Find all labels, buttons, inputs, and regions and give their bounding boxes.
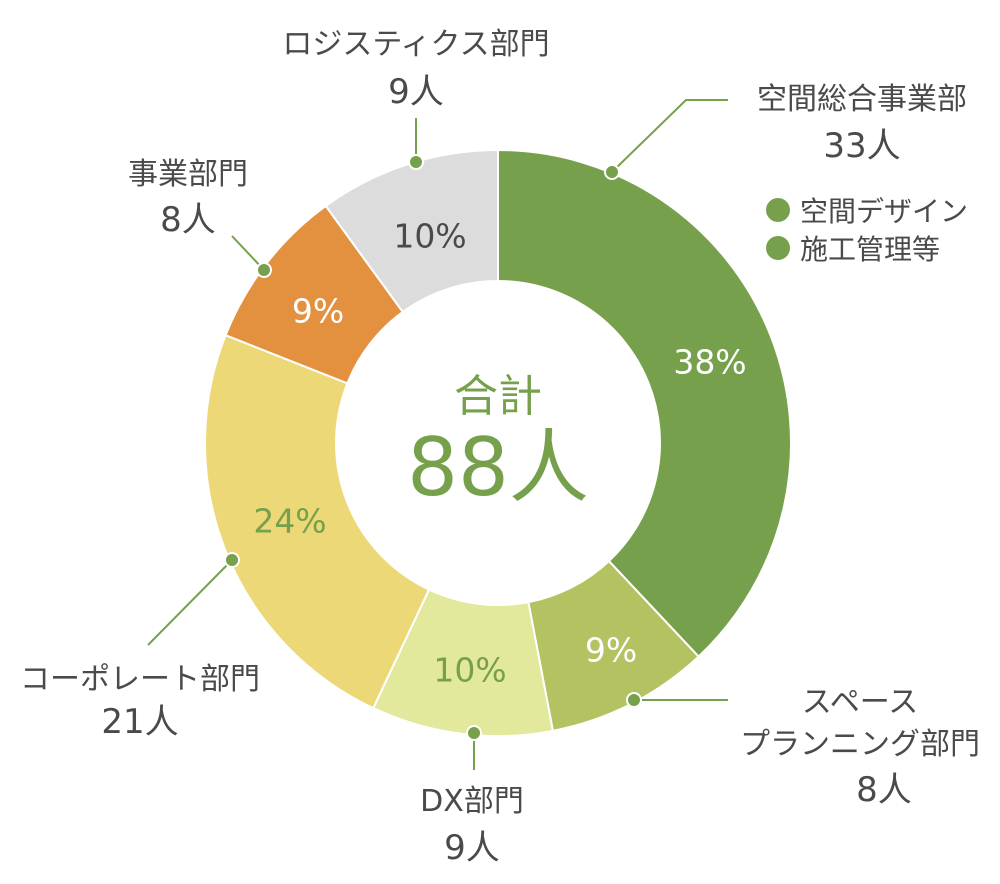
leader-dot-0 [604,164,620,180]
leader-line-0 [611,99,728,173]
percent-label-1: 9% [584,630,638,670]
legend-dot-icon [766,198,790,222]
leader-dot-1 [626,692,642,708]
legend-item-1: 施工管理等 [766,228,940,268]
leader-line-3 [147,559,233,646]
leader-dot-3 [224,552,240,568]
slice-count-2: 9人 [444,828,500,868]
percent-label-5: 10% [393,216,467,256]
leader-dot-2 [466,725,482,741]
slice-count-3: 21人 [101,702,179,742]
center-value: 88人 [407,421,589,514]
legend-item-0: 空間デザイン [766,190,968,230]
slice-count-4: 8人 [160,200,216,240]
leader-dot-4 [256,262,272,278]
percent-label-4: 9% [291,291,345,331]
donut-slice-3 [204,333,431,710]
slice-label-5: ロジスティクス部門 [282,27,550,62]
legend-text-0: 空間デザイン [800,195,969,228]
donut-slice-5 [324,148,499,314]
slice-count-0: 33人 [823,126,901,166]
slice-label-4: 事業部門 [128,157,248,192]
legend-text-1: 施工管理等 [800,233,941,266]
percent-label-0: 38% [673,342,747,382]
slice-label-3: コーポレート部門 [20,662,260,697]
slice-label-1-line2: プランニング部門 [740,727,980,762]
slice-label-2: DX部門 [420,784,524,819]
percent-label-2: 10% [433,650,507,690]
slice-label-0: 空間総合事業部 [757,82,967,117]
leader-dot-5 [408,154,424,170]
center-title: 合計 [454,371,542,422]
slice-count-1: 8人 [856,770,912,810]
slice-count-5: 9人 [388,72,444,112]
legend-dot-icon [766,236,790,260]
percent-label-3: 24% [253,501,327,541]
donut-slice-0 [497,148,792,659]
slice-label-1-line1: スペース [801,685,919,720]
